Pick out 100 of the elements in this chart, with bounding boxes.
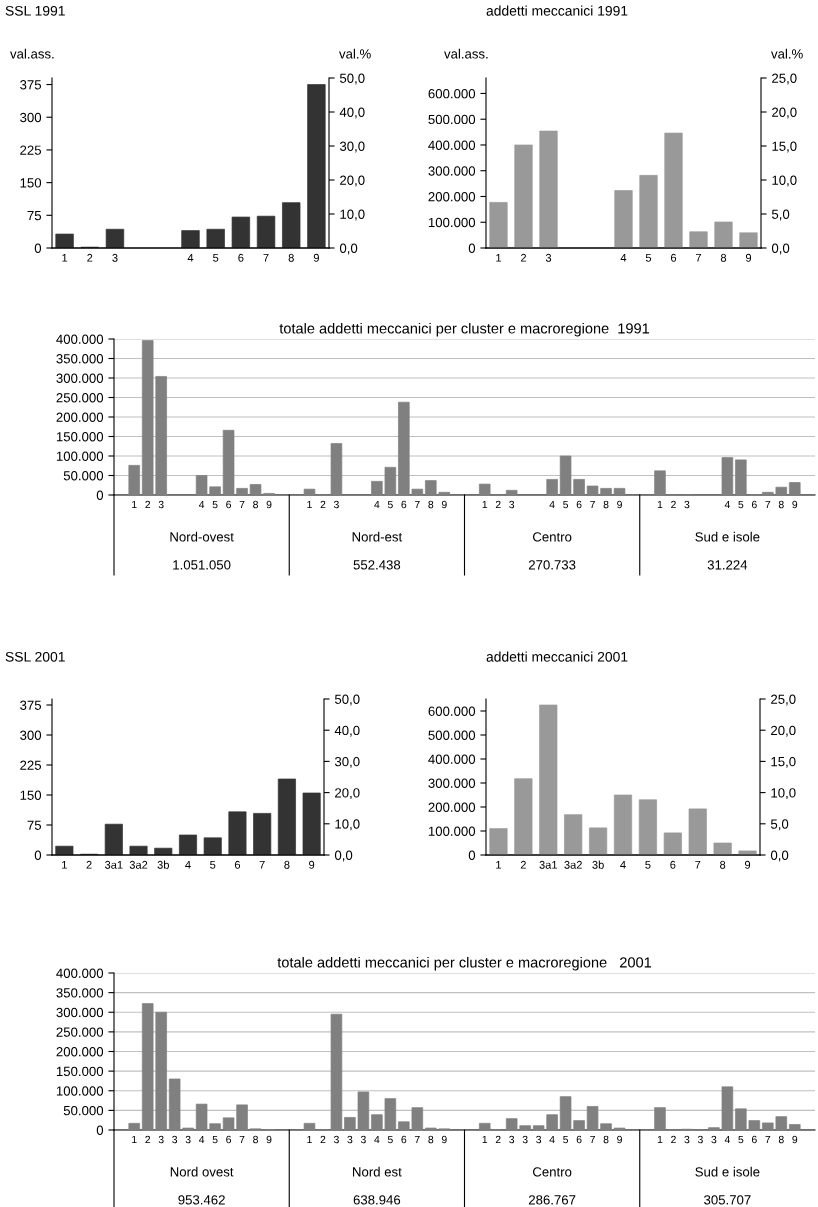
x-tick-label: 6 [751,1135,757,1144]
x-tick-label: 7 [414,1135,420,1144]
x-tick-label: 3 [172,1135,178,1144]
text: Centro [533,532,572,542]
x-tick-label: 2 [145,500,151,509]
y-tick-label: 300.000 [56,1007,104,1018]
y-tick-label: 150.000 [56,1066,104,1077]
x-tick-label: 9 [792,1135,798,1144]
x-tick-label: 3 [545,253,552,262]
x-tick-label: 5 [387,500,393,509]
x-tick-label: 4 [187,253,194,262]
x-tick-label: 6 [401,1135,407,1144]
x-tick-label: 2 [86,860,92,869]
text: Sud e isole [695,1166,760,1177]
y2-tick-label: 20,0 [772,107,797,119]
x-tick-label: 2 [495,1135,501,1144]
x-tick-label: 6 [401,500,407,509]
x-tick-label: 4 [198,1135,205,1144]
text: 552.438 [353,560,401,570]
y2-tick-label: 20,0 [335,788,360,800]
chart-title: totale addetti meccanici per cluster e macroregione 2001 [277,956,652,971]
y-tick-label: 100.000 [56,1086,104,1096]
x-tick-label: 7 [765,1135,771,1144]
x-tick-label: 2 [495,500,501,509]
x-tick-label: 3 [522,1135,528,1144]
y2-tick-label: 10,0 [340,209,365,221]
y-tick-label: 400.000 [428,140,476,150]
y-tick-label: 400.000 [56,968,104,978]
x-tick-label: 8 [778,1135,784,1144]
y2-tick-label: 40,0 [339,107,365,119]
x-tick-label: 9 [313,253,319,262]
y2-tick-label: 5,0 [770,819,789,831]
x-tick-label: 9 [617,500,622,509]
x-tick-label: 6 [226,1135,232,1144]
y2-tick-label: 15,0 [771,756,796,768]
y2-tick-label: 25,0 [772,73,797,85]
x-tick-label: 1 [657,500,663,509]
y-tick-label: 150 [20,790,42,800]
text: Nord-ovest [170,531,234,542]
text: 953.462 [178,1195,225,1205]
x-tick-label: 7 [695,253,702,262]
x-tick-label: 9 [441,1135,447,1144]
x-tick-label: 3 [509,500,515,509]
x-tick-label: 5 [563,500,569,509]
x-tick-label: 8 [428,1135,434,1144]
x-tick-label: 7 [765,500,771,509]
y-tick-label: 0 [96,490,104,500]
x-tick-label: 3 [711,1135,717,1144]
y-tick-label: 600.000 [428,706,476,716]
chart-title: addetti meccanici 2001 [486,651,628,662]
x-tick-label: 8 [603,1135,609,1144]
x-tick-label: 3a2 [129,860,148,869]
x-tick-label: 5 [212,500,218,509]
x-tick-label: 4 [549,1135,555,1144]
x-tick-label: 5 [563,1135,569,1144]
x-tick-label: 4 [620,253,627,262]
y2-axis-title: val.% [339,48,371,59]
x-tick-label: 1 [496,860,501,869]
x-tick-label: 9 [744,860,751,869]
y2-tick-label: 10,0 [771,788,796,800]
y-tick-label: 375 [20,700,42,710]
x-tick-label: 4 [724,500,730,509]
x-tick-label: 6 [226,500,232,509]
y2-tick-label: 0,0 [339,243,358,255]
x-tick-label: 9 [309,860,315,869]
chart-title: SSL 2001 [5,651,65,662]
x-tick-label: 3 [333,500,339,509]
x-tick-label: 6 [670,860,676,869]
y-tick-label: 0 [468,850,476,860]
x-tick-label: 1 [132,1135,137,1144]
x-tick-label: 3a1 [104,860,123,869]
x-tick-label: 1 [62,860,67,869]
y-tick-label: 100.000 [428,217,476,228]
text: 286.767 [528,1195,576,1205]
chart-title: totale addetti meccanici per cluster e macroregione 1991 [279,322,650,337]
x-tick-label: 1 [482,500,488,509]
y-tick-label: 350.000 [56,988,104,998]
y2-tick-label: 20,0 [340,175,365,187]
x-tick-label: 1 [482,1135,488,1144]
y-tick-label: 200.000 [428,802,476,812]
y-tick-label: 375 [20,80,42,90]
y2-tick-label: 30,0 [339,141,365,153]
x-tick-label: 3 [158,1135,164,1144]
y-tick-label: 50.000 [63,471,104,481]
x-tick-label: 5 [212,1135,218,1144]
y-tick-label: 300 [20,730,42,740]
x-tick-label: 9 [792,500,798,509]
x-tick-label: 8 [284,860,290,869]
x-tick-label: 4 [620,860,626,869]
x-tick-label: 2 [671,1135,676,1144]
y-tick-label: 500.000 [428,730,476,740]
x-tick-label: 6 [234,860,241,869]
x-tick-label: 6 [670,253,677,262]
x-tick-label: 3b [592,860,604,869]
x-tick-label: 8 [720,253,727,262]
x-tick-label: 3 [684,500,690,509]
x-tick-label: 7 [414,500,420,509]
x-tick-label: 2 [671,500,676,509]
y-tick-label: 400.000 [428,754,476,764]
x-tick-label: 7 [590,1135,595,1144]
